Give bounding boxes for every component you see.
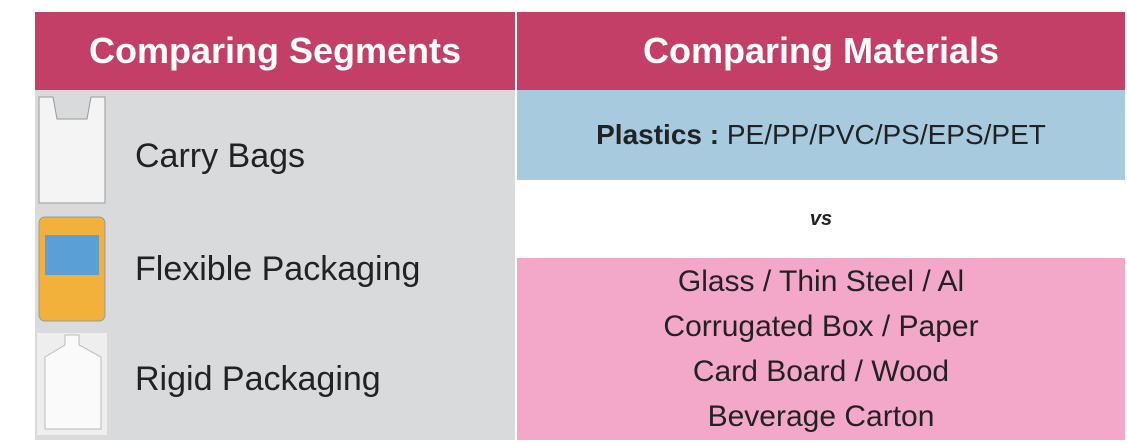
segment-label: Rigid Packaging	[135, 360, 381, 398]
alternative: Corrugated Box / Paper	[663, 310, 979, 343]
pouch-label	[45, 235, 99, 275]
jug-image	[44, 334, 102, 430]
segments-panel	[35, 90, 515, 440]
plastics-list: PE/PP/PVC/PS/EPS/PET	[726, 119, 1046, 150]
plastics-cell: Plastics : PE/PP/PVC/PS/EPS/PET	[517, 90, 1125, 180]
alternative: Beverage Carton	[707, 400, 935, 433]
plastics-label: Plastics :	[596, 119, 720, 150]
segment-label: Carry Bags	[135, 137, 306, 175]
alternative: Glass / Thin Steel / Al	[677, 265, 965, 298]
product-images	[37, 96, 107, 435]
alternatives-cell: Glass / Thin Steel / Al Corrugated Box /…	[517, 258, 1125, 440]
right-header: Comparing Materials	[517, 12, 1125, 90]
vs-cell: vs	[517, 180, 1125, 258]
carry-bag-image	[38, 96, 106, 204]
left-header: Comparing Segments	[35, 12, 515, 90]
vs-label: vs	[809, 207, 833, 230]
segment-label: Flexible Packaging	[135, 250, 421, 288]
alternative: Card Board / Wood	[692, 355, 950, 388]
